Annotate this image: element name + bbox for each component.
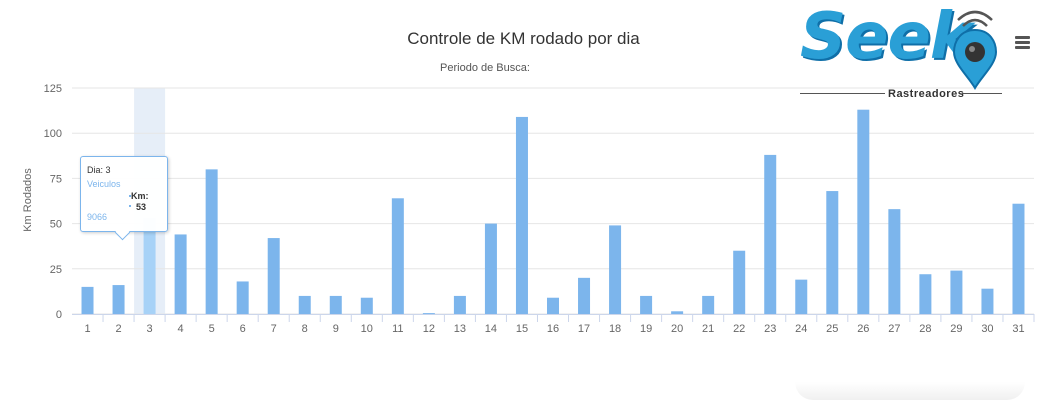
bar [205,169,218,314]
bar [609,225,622,314]
y-tick-label: 50 [50,219,62,231]
x-tick-label: 23 [764,323,776,335]
logo-divider [800,93,885,94]
x-tick-label: 28 [919,323,931,335]
logo-tagline: Rastreadores [888,88,965,100]
bar [81,286,94,314]
bar [422,313,435,315]
y-tick-label: 0 [56,309,62,321]
tooltip-km-value: 53 [136,202,147,212]
x-tick-label: 2 [115,323,121,335]
bar [515,116,528,314]
x-tick-label: 19 [640,323,652,335]
seek-logo: Seek Rastreadores [800,0,1025,100]
bar [578,277,591,314]
x-tick-label: 26 [857,323,869,335]
x-tick-label: 16 [547,323,559,335]
x-tick-label: 27 [888,323,900,335]
bar [981,288,994,314]
logo-brand: Seek [800,0,972,74]
menu-line [1015,41,1030,44]
hamburger-icon[interactable] [1015,36,1030,50]
x-tick-label: 10 [361,323,373,335]
x-tick-label: 5 [209,323,215,335]
x-tick-label: 20 [671,323,683,335]
bar [236,281,249,314]
y-tick-label: 75 [50,173,62,185]
bar [112,285,125,314]
x-tick-label: 12 [423,323,435,335]
x-tick-label: 18 [609,323,621,335]
x-tick-label: 31 [1012,323,1024,335]
x-tick-label: 11 [392,323,403,335]
menu-line [1015,36,1030,39]
tooltip-dot [129,205,131,207]
tooltip-km-label: Km: [131,191,149,201]
logo-divider [962,93,1002,94]
bar [360,297,373,314]
bar [950,270,963,314]
bar [267,238,280,314]
y-tick-label: 25 [50,264,62,276]
x-tick-label: 29 [950,323,962,335]
bar [453,295,466,314]
x-tick-label: 22 [733,323,745,335]
x-tick-label: 7 [271,323,277,335]
bar [919,274,932,314]
x-tick-label: 4 [178,323,184,335]
menu-line [1015,46,1030,49]
bar [484,223,497,314]
chart-title: Controle de KM rodado por dia [407,29,640,48]
x-tick-label: 15 [516,323,528,335]
x-tick-label: 13 [454,323,466,335]
x-tick-label: 6 [240,323,246,335]
tooltip-vehicle-id: 9066 [87,212,108,222]
bar [1012,203,1025,314]
x-tick-label: 14 [485,323,497,335]
bar [826,191,839,314]
tooltip-vehicle-label: Veiculos [87,179,121,189]
chart-tooltip: Dia: 3 Veiculos Km: 53 9066 [80,156,168,232]
x-tick-label: 30 [981,323,993,335]
x-tick-label: 1 [84,323,90,335]
x-tick-label: 17 [578,323,590,335]
bar [640,295,653,314]
tooltip-day: Dia: 3 [87,165,111,175]
bar [671,311,684,314]
x-tick-label: 9 [333,323,339,335]
bar [795,279,808,314]
bar [298,295,311,314]
chart-subtitle: Periodo de Busca: [440,62,530,74]
location-pin-icon [952,10,998,90]
x-tick-label: 3 [147,323,153,335]
bar [547,297,559,314]
bar [174,234,187,314]
bar [764,154,777,314]
bar [391,198,404,314]
x-tick-label: 21 [702,323,714,335]
bottom-decoration [795,382,1025,400]
tooltip-dot [129,195,131,197]
bar [857,109,870,314]
bar [702,295,715,314]
x-tick-label: 25 [826,323,838,335]
y-tick-label: 125 [44,83,62,95]
bar [888,209,901,314]
bar [329,295,342,314]
bar [143,218,156,314]
x-tick-label: 8 [302,323,308,335]
y-tick-label: 100 [44,128,62,140]
x-tick-label: 24 [795,323,807,335]
bar [733,250,746,314]
